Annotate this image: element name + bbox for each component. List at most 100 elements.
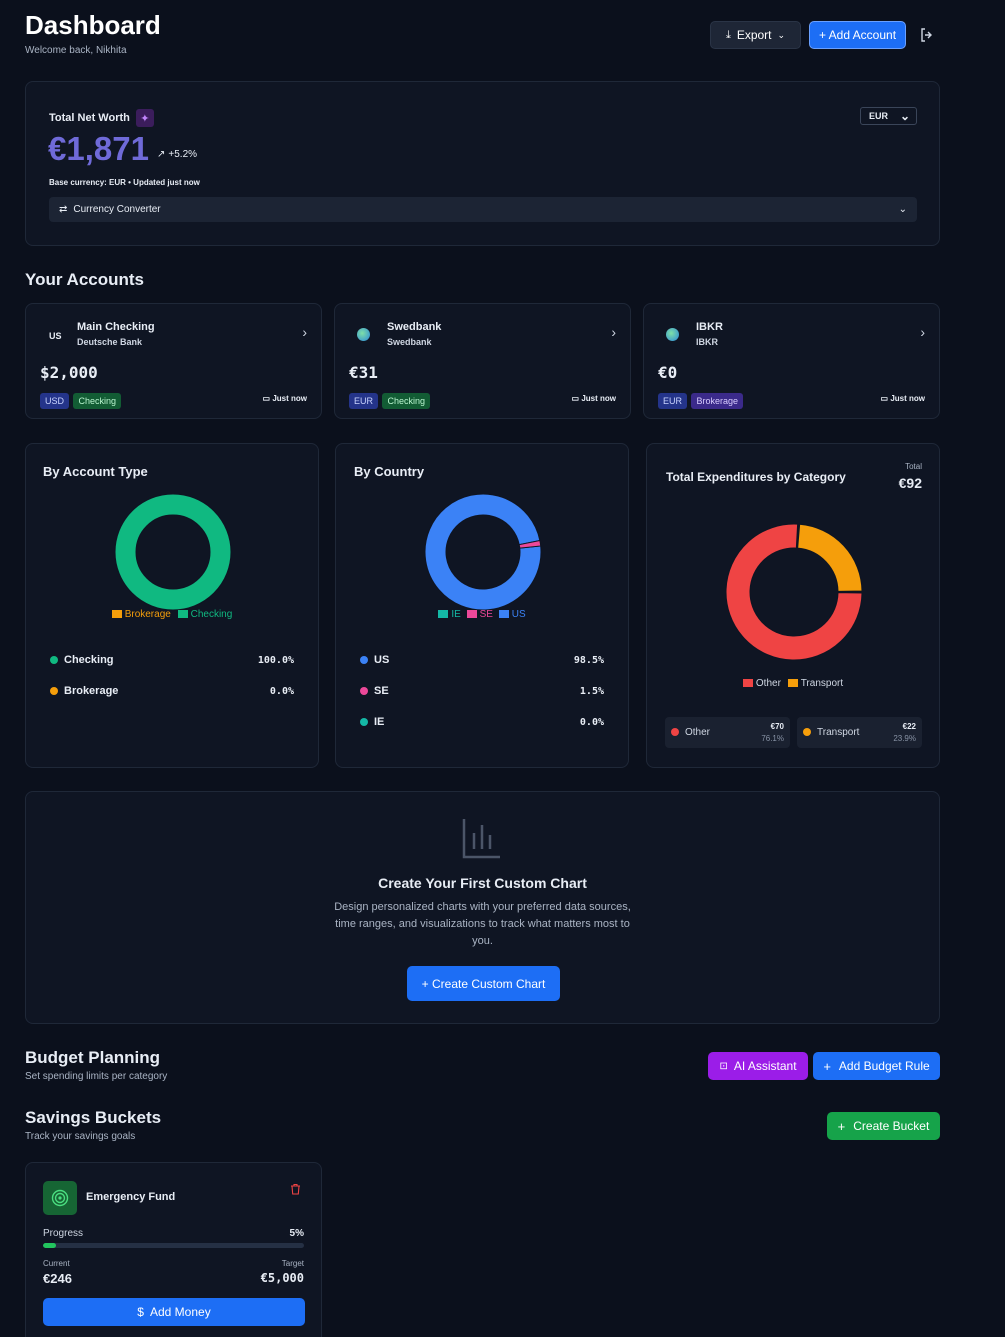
net-worth-meta: Base currency: EUR • Updated just now [49, 178, 200, 187]
accounts-heading: Your Accounts [25, 270, 145, 289]
trash-icon[interactable] [290, 1182, 301, 1200]
target-icon [43, 1181, 77, 1215]
savings-subtitle: Track your savings goals [25, 1131, 136, 1142]
current-value: €246 [43, 1271, 72, 1286]
custom-chart-title: Create Your First Custom Chart [378, 875, 587, 891]
custom-chart-description: Design personalized charts with your pre… [26, 899, 939, 950]
row-label: IE [374, 716, 385, 728]
page-title: Dashboard [25, 10, 161, 40]
add-budget-rule-button[interactable]: + Add Budget Rule [813, 1052, 940, 1080]
total-value: €92 [898, 475, 922, 491]
currency-badge: EUR [658, 393, 688, 409]
current-label: Current [43, 1259, 70, 1268]
trend-up-icon: ↗ [157, 149, 166, 160]
download-icon: ⤓ [725, 28, 731, 41]
globe-icon [357, 328, 370, 341]
legend-item: Other [742, 678, 781, 689]
category-percent: 76.1% [761, 734, 784, 743]
create-bucket-label: Create Bucket [853, 1119, 930, 1133]
account-card[interactable]: IBKR IBKR › €0 EUR Brokerage ▭ Just now [643, 303, 940, 419]
ai-assistant-button[interactable]: ⊡ AI Assistant [708, 1052, 808, 1080]
add-account-button[interactable]: + Add Account [809, 21, 906, 49]
account-name: Swedbank [387, 321, 442, 333]
breakdown-row: IE 0.0% [360, 716, 604, 728]
account-name: Main Checking [77, 321, 155, 333]
category-amount: €70 [770, 722, 784, 731]
budget-subtitle: Set spending limits per category [25, 1071, 168, 1082]
export-label: Export [736, 28, 772, 42]
category-label: Other [685, 727, 711, 738]
description-line: time ranges, and visualizations to track… [335, 918, 630, 930]
breakdown-row: SE 1.5% [360, 685, 604, 697]
type-badge: Checking [382, 393, 430, 409]
target-value: €5,000 [260, 1271, 304, 1285]
row-label: Brokerage [64, 685, 119, 697]
account-name: IBKR [696, 321, 723, 333]
legend-dot [360, 656, 368, 664]
account-balance: €0 [658, 363, 678, 382]
create-bucket-button[interactable]: + Create Bucket [827, 1112, 940, 1140]
chevron-down-icon: ⌄ [898, 204, 907, 215]
bucket-name: Emergency Fund [86, 1191, 176, 1203]
donut-chart [424, 493, 542, 611]
currency-badge: USD [40, 393, 70, 409]
legend-dot [360, 687, 368, 695]
net-worth-change: +5.2% [168, 149, 198, 160]
add-money-button[interactable]: $ Add Money [43, 1298, 305, 1326]
account-bank: Deutsche Bank [77, 337, 143, 347]
net-worth-card: Total Net Worth ✦ €1,871 ↗ +5.2% Base cu… [25, 81, 940, 246]
legend-item: US [498, 609, 526, 620]
legend-item: Checking [177, 609, 233, 620]
export-button[interactable]: ⤓ Export ⌄ [710, 21, 801, 49]
donut-chart [725, 523, 863, 661]
legend-label: Checking [190, 609, 233, 620]
legend-dot [360, 718, 368, 726]
logout-icon[interactable] [918, 26, 936, 44]
account-balance: $2,000 [40, 363, 98, 382]
legend-dot [50, 687, 58, 695]
chevron-down-icon: ⌄ [777, 29, 786, 40]
breakdown-row: Checking 100.0% [50, 654, 294, 666]
account-updated: Just now [581, 394, 616, 403]
description-line: you. [472, 935, 493, 947]
legend-dot [671, 728, 679, 736]
net-worth-label: Total Net Worth [49, 112, 130, 124]
currency-converter-toggle[interactable]: ⇄ Currency Converter ⌄ [49, 197, 917, 222]
row-value: 98.5% [573, 654, 604, 666]
legend-label: US [511, 609, 526, 620]
chevron-down-icon: ⌄ [899, 109, 910, 123]
budget-title: Budget Planning [25, 1048, 161, 1067]
donut-slice-transport [797, 523, 863, 592]
create-custom-chart-button[interactable]: + Create Custom Chart [407, 966, 560, 1001]
calendar-icon: ▭ [262, 394, 271, 403]
progress-fill [43, 1243, 57, 1248]
account-bank: Swedbank [387, 337, 432, 347]
type-badge: Checking [73, 393, 121, 409]
chart-title: Total Expenditures by Category [666, 470, 846, 484]
total-label: Total [905, 462, 922, 471]
savings-bucket-card: Emergency Fund Progress 5% Current €246 … [25, 1162, 322, 1337]
swap-icon: ⇄ [59, 204, 68, 215]
breakdown-row: Brokerage 0.0% [50, 685, 294, 697]
category-amount: €22 [902, 722, 916, 731]
target-label: Target [281, 1259, 304, 1268]
create-custom-chart-label: + Create Custom Chart [421, 976, 546, 991]
legend-dot [803, 728, 811, 736]
add-budget-rule-label: Add Budget Rule [838, 1059, 930, 1073]
row-label: US [374, 654, 390, 666]
progress-label: Progress [43, 1228, 84, 1239]
legend-label: SE [479, 609, 493, 620]
donut-slice-other [725, 523, 863, 661]
category-tile: Transport €22 23.9% [797, 717, 922, 748]
currency-select[interactable]: EUR ⌄ [860, 107, 917, 125]
donut-slice-se [518, 539, 542, 549]
progress-bar [43, 1243, 304, 1248]
net-worth-value: €1,871 [48, 130, 149, 167]
plus-icon: + [837, 1118, 846, 1134]
globe-icon [666, 328, 679, 341]
legend-item: Brokerage [111, 609, 171, 620]
account-card[interactable]: Swedbank Swedbank › €31 EUR Checking ▭ J… [334, 303, 631, 419]
account-card[interactable]: US Main Checking Deutsche Bank › $2,000 … [25, 303, 322, 419]
row-label: Checking [64, 654, 114, 666]
add-money-label: Add Money [149, 1305, 211, 1319]
